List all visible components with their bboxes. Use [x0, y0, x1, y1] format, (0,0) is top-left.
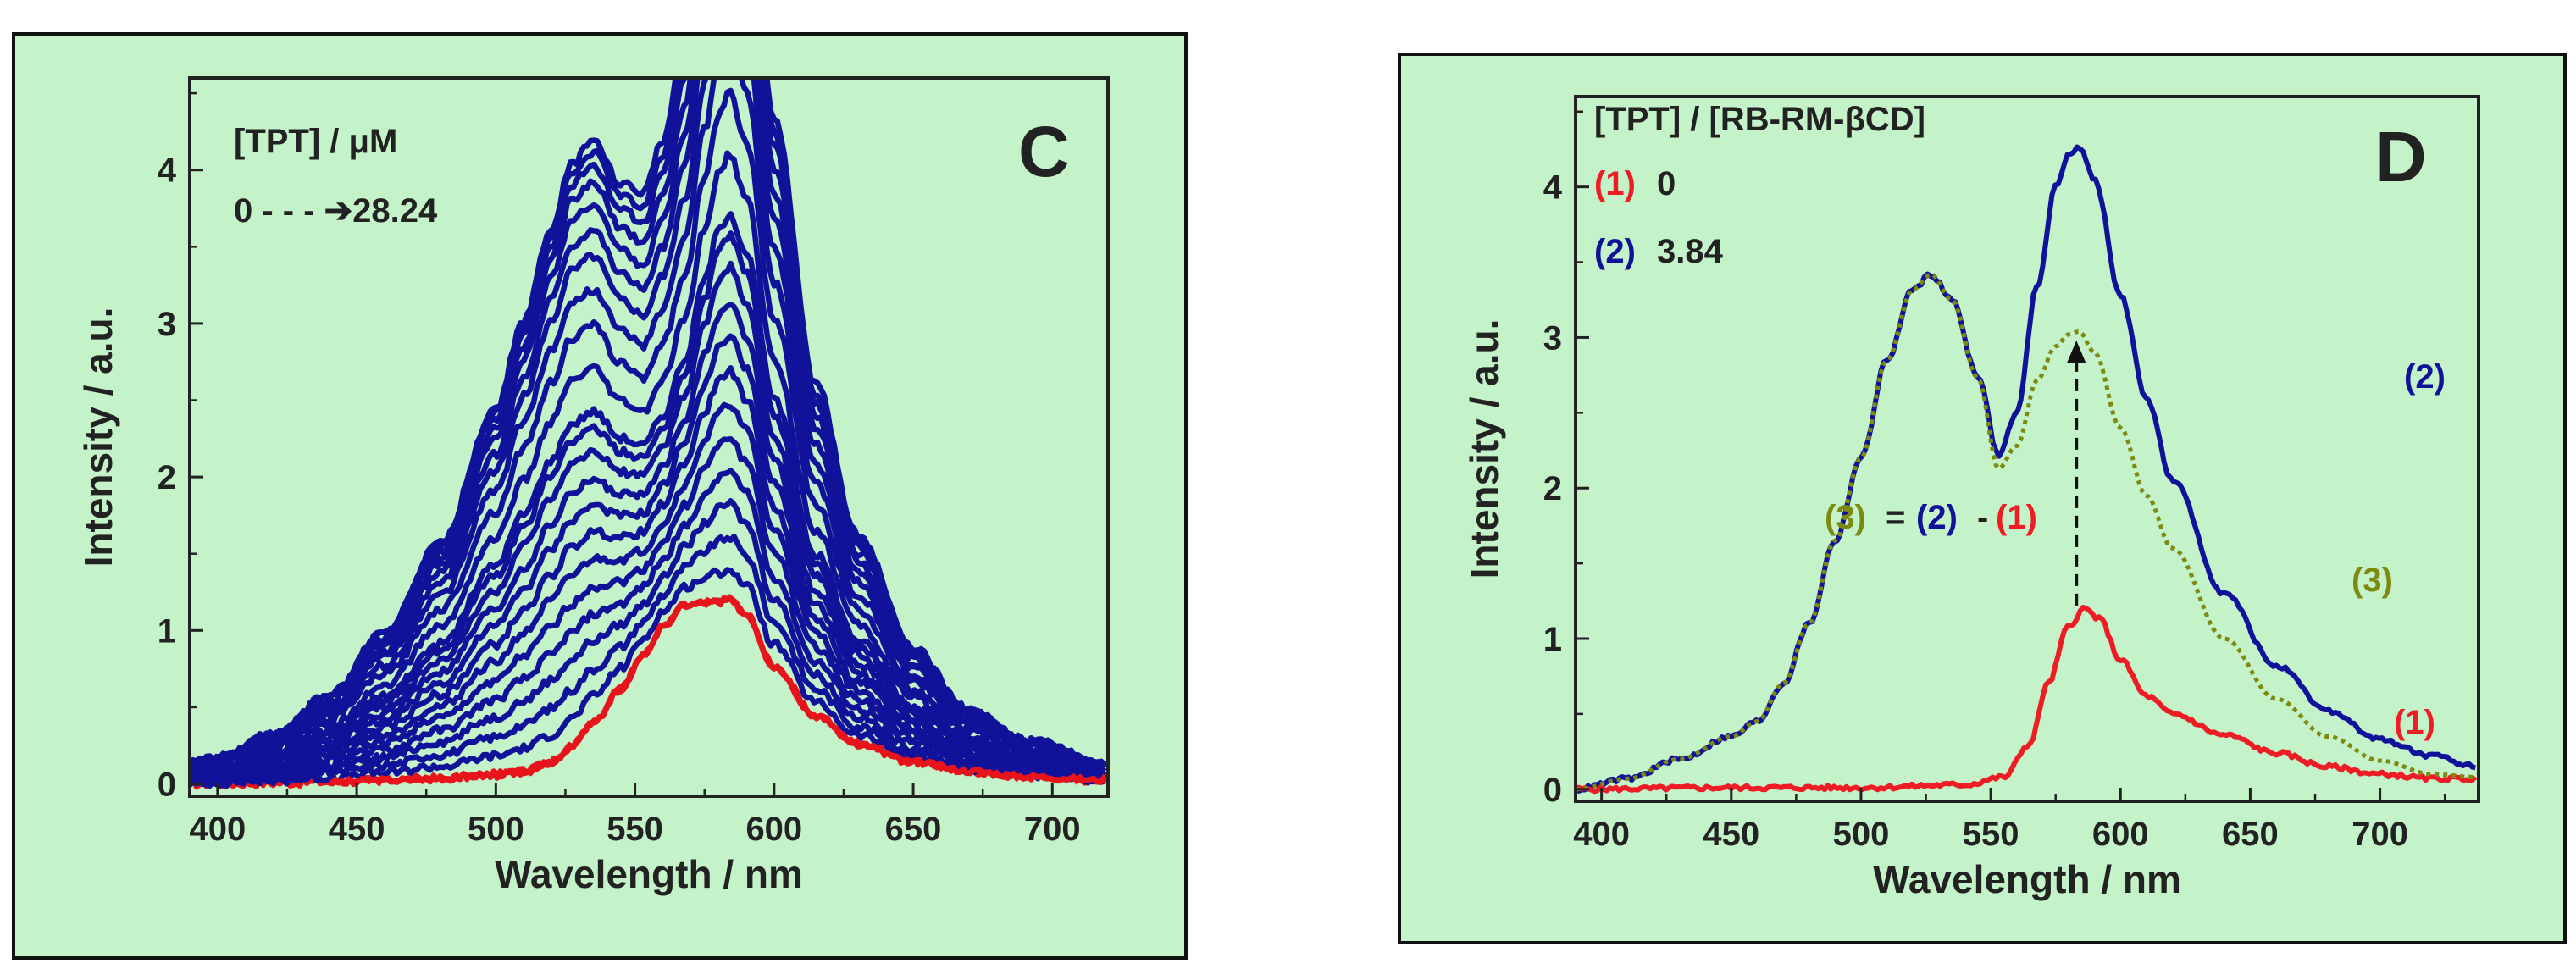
spectra	[1576, 144, 2478, 795]
y-tick-label: 0	[1543, 772, 1562, 809]
chart-c-canvas: 400 450 500 550 600 650 700 0 1 2 3 4 Wavelength / n…	[76, 76, 1110, 896]
titration-curve	[190, 435, 1105, 784]
x-tick-label: 400	[1573, 816, 1630, 853]
x-tick-label: 700	[2352, 816, 2408, 853]
chart-panel-c: 400 450 500 550 600 650 700 0 1 2 3 4 Wavelength / n…	[12, 32, 1188, 960]
x-tick-label: 550	[1963, 816, 2019, 853]
x-tick-label: 450	[1703, 816, 1759, 853]
series-2-line	[1576, 272, 2476, 792]
y-tick-label: 2	[1543, 470, 1562, 507]
titration-curve	[190, 78, 1106, 774]
legend-title: [TPT] / [RB-RM-βCD]	[1594, 101, 1925, 138]
equation-term-a: (2)	[1916, 499, 1958, 536]
legend-value: 3.84	[1657, 233, 1724, 270]
x-tick-label: 500	[1833, 816, 1890, 853]
chart-d-canvas: 400 450 500 550 600 650 700 0 1 2 3 4 Wavelength / n…	[1462, 95, 2480, 901]
legend-range: 0 - - - ➔28.24	[234, 192, 438, 230]
series-label-3: (3)	[2352, 562, 2393, 599]
y-tick-label: 1	[158, 612, 176, 650]
difference-arrow-head	[2067, 341, 2086, 363]
y-tick-label: 1	[1543, 621, 1562, 658]
titration-curve	[190, 468, 1107, 786]
y-tick-label: 4	[1543, 169, 1563, 207]
equation-term-b: (1)	[1996, 499, 2037, 536]
equation-equals: =	[1886, 499, 1905, 536]
curve-initial-top	[328, 594, 1108, 787]
legend-value: 0	[1657, 165, 1676, 202]
plot-frame	[188, 76, 1110, 798]
titration-curves	[190, 78, 1108, 790]
equation-lhs: (3)	[1825, 499, 1866, 536]
equation-minus: -	[1977, 499, 1988, 536]
series-0-line	[1576, 605, 2478, 795]
titration-curve	[190, 260, 1107, 779]
legend-tag: (1)	[1594, 165, 1636, 202]
titration-curve	[190, 150, 1106, 777]
x-tick-label: 650	[885, 811, 942, 848]
series-label-2: (2)	[2404, 358, 2446, 396]
y-axis-title: Intensity / a.u.	[1462, 319, 1506, 579]
series-label-1: (1)	[2394, 704, 2435, 741]
titration-curve	[190, 78, 1107, 769]
chart-panel-d: 400 450 500 550 600 650 700 0 1 2 3 4 Wavelength / n…	[1398, 53, 2567, 944]
legend-tag: (2)	[1594, 233, 1636, 270]
y-tick-label: 3	[158, 306, 176, 343]
titration-curve	[190, 78, 1107, 770]
x-axis-title: Wavelength / nm	[1873, 857, 2181, 901]
panel-letter: D	[2375, 117, 2427, 197]
series-1-line	[1576, 144, 2476, 794]
panel-letter: C	[1018, 112, 1070, 191]
x-tick-label: 500	[468, 811, 524, 848]
x-tick-label: 600	[2092, 816, 2149, 853]
y-axis-title: Intensity / a.u.	[76, 307, 120, 568]
x-tick-label: 650	[2222, 816, 2279, 853]
y-tick-label: 0	[158, 767, 176, 804]
y-tick-label: 4	[158, 152, 177, 190]
y-tick-label: 3	[1543, 319, 1562, 357]
x-tick-label: 400	[189, 811, 246, 848]
x-tick-label: 450	[329, 811, 385, 848]
y-tick-label: 2	[158, 459, 176, 496]
x-axis-title: Wavelength / nm	[495, 852, 803, 896]
x-tick-label: 550	[607, 811, 663, 848]
legend-title: [TPT] / μM	[234, 123, 397, 160]
x-tick-label: 600	[745, 811, 802, 848]
x-tick-label: 700	[1024, 811, 1081, 848]
plot-frame	[1574, 95, 2480, 803]
